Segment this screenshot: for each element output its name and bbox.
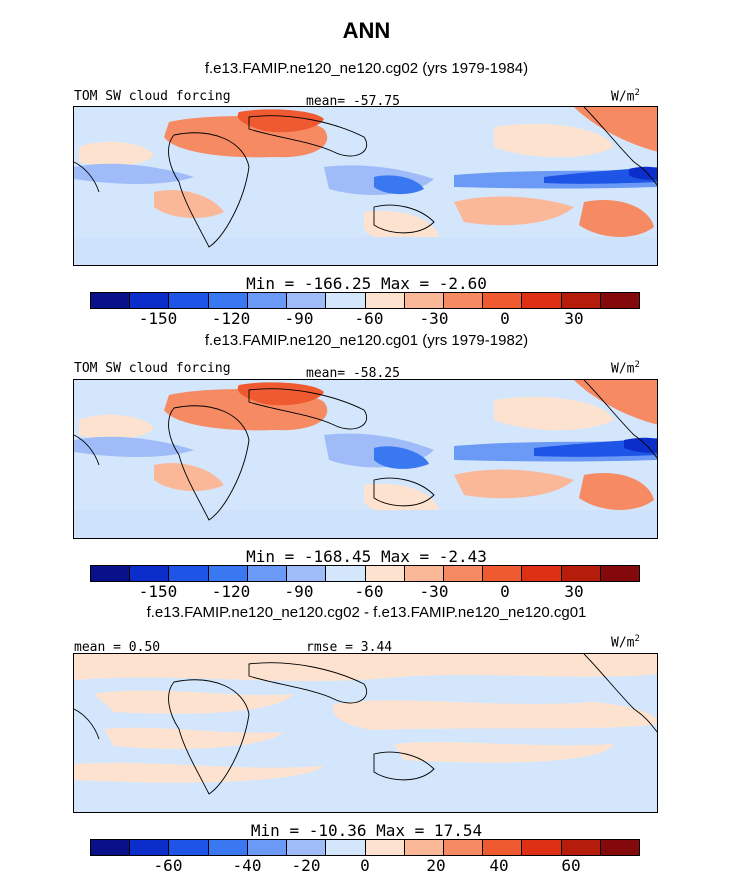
panel-1-min-max: Min = -166.25 Max = -2.60	[246, 274, 487, 293]
colorbar-box	[483, 566, 523, 581]
panel-3-units-base: W/m	[611, 635, 635, 651]
colorbar-box	[404, 566, 444, 581]
colorbar-box	[365, 293, 405, 308]
panel-3-ticks: -60 -40 -20 0 20 40 60	[90, 856, 640, 875]
panel-2-colorbar	[90, 565, 640, 582]
colorbar-box	[247, 840, 288, 855]
colorbar-tick: 60	[561, 856, 581, 875]
colorbar-tick: -150	[138, 582, 178, 601]
panel-2-subtitle: f.e13.FAMIP.ne120_ne120.cg01 (yrs 1979-1…	[204, 332, 529, 349]
colorbar-box	[91, 840, 131, 855]
colorbar-box	[130, 840, 170, 855]
panel-1-mean-label: mean= -57.75	[306, 94, 400, 109]
colorbar-tick: -60	[354, 309, 384, 328]
panel-3-map	[73, 653, 658, 813]
figure-title: ANN	[342, 18, 391, 43]
colorbar-box	[600, 840, 640, 855]
colorbar-box	[326, 293, 366, 308]
colorbar-box	[600, 566, 640, 581]
colorbar-tick: -120	[211, 582, 251, 601]
colorbar-box	[483, 840, 523, 855]
colorbar-tick: -90	[284, 309, 314, 328]
colorbar-box	[287, 840, 327, 855]
panel-3-colorbar	[90, 839, 640, 856]
panel-2-min-max: Min = -168.45 Max = -2.43	[246, 547, 487, 566]
colorbar-tick: 0	[500, 582, 510, 601]
colorbar-box	[600, 293, 640, 308]
colorbar-tick: -40	[232, 856, 262, 875]
colorbar-box	[130, 293, 170, 308]
colorbar-tick: 0	[500, 309, 510, 328]
colorbar-tick: -60	[354, 582, 384, 601]
colorbar-box	[91, 566, 131, 581]
panel-1-colorbar	[90, 292, 640, 309]
colorbar-box	[404, 840, 444, 855]
colorbar-box	[169, 293, 209, 308]
colorbar-box	[326, 566, 366, 581]
panel-1-subtitle: f.e13.FAMIP.ne120_ne120.cg02 (yrs 1979-1…	[204, 60, 529, 77]
colorbar-box	[208, 566, 248, 581]
colorbar-tick: -150	[138, 309, 178, 328]
panel-2-field-label: TOM SW cloud forcing	[74, 361, 231, 376]
colorbar-box	[522, 840, 562, 855]
colorbar-box	[443, 566, 484, 581]
colorbar-box	[561, 293, 601, 308]
colorbar-tick: -60	[153, 856, 183, 875]
colorbar-tick: 20	[426, 856, 446, 875]
colorbar-box	[522, 293, 562, 308]
colorbar-tick: -120	[211, 309, 251, 328]
panel-2-map	[73, 379, 658, 539]
panel-3-min-max: Min = -10.36 Max = 17.54	[250, 821, 483, 840]
colorbar-tick: -20	[291, 856, 321, 875]
panel-3-rmse-label: rmse = 3.44	[306, 640, 393, 655]
colorbar-box	[208, 840, 248, 855]
colorbar-box	[247, 293, 288, 308]
panel-1-field-label: TOM SW cloud forcing	[74, 89, 231, 104]
colorbar-tick: -30	[419, 309, 449, 328]
panel-2-units-base: W/m	[611, 361, 635, 377]
colorbar-box	[130, 566, 170, 581]
colorbar-box	[443, 293, 484, 308]
panel-3-mean-label: mean = 0.50	[74, 640, 161, 655]
panel-3-units: W/m2	[611, 634, 640, 650]
colorbar-box	[169, 566, 209, 581]
panel-1-units-base: W/m	[611, 89, 635, 105]
colorbar-box	[365, 840, 405, 855]
colorbar-box	[287, 566, 327, 581]
colorbar-tick: 30	[564, 582, 584, 601]
panel-3-units-exp: 2	[634, 634, 640, 644]
panel-2-units: W/m2	[611, 360, 640, 376]
colorbar-tick: 30	[564, 309, 584, 328]
colorbar-box	[404, 293, 444, 308]
colorbar-box	[365, 566, 405, 581]
panel-1-units: W/m2	[611, 88, 640, 104]
panel-1-map	[73, 106, 658, 266]
colorbar-box	[287, 293, 327, 308]
colorbar-tick: 40	[489, 856, 509, 875]
colorbar-box	[561, 840, 601, 855]
colorbar-box	[247, 566, 288, 581]
colorbar-tick: -90	[284, 582, 314, 601]
colorbar-box	[91, 293, 131, 308]
colorbar-box	[326, 840, 366, 855]
colorbar-box	[169, 840, 209, 855]
panel-1-units-exp: 2	[634, 88, 640, 98]
panel-2-units-exp: 2	[634, 360, 640, 370]
colorbar-box	[443, 840, 484, 855]
panel-2-ticks: -150 -120 -90 -60 -30 0 30	[90, 582, 640, 601]
colorbar-box	[483, 293, 523, 308]
panel-2-mean-label: mean= -58.25	[306, 366, 400, 381]
colorbar-tick: 0	[360, 856, 370, 875]
colorbar-box	[208, 293, 248, 308]
panel-1-ticks: -150 -120 -90 -60 -30 0 30	[90, 309, 640, 328]
panel-3-subtitle: f.e13.FAMIP.ne120_ne120.cg02 - f.e13.FAM…	[146, 604, 587, 621]
colorbar-tick: -30	[419, 582, 449, 601]
colorbar-box	[522, 566, 562, 581]
colorbar-box	[561, 566, 601, 581]
